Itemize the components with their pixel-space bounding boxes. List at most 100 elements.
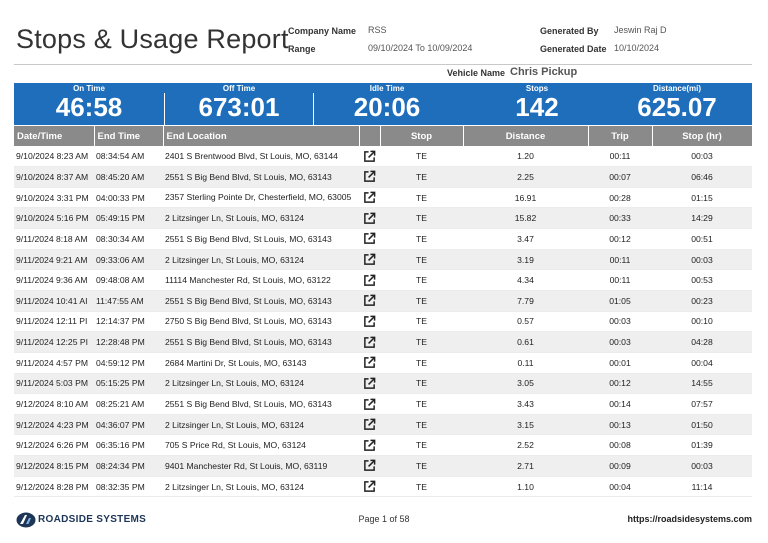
stat-stops: Stops 142: [462, 83, 612, 125]
external-link-icon[interactable]: [363, 170, 376, 183]
stat-on-time: On Time 46:58: [14, 83, 164, 125]
stat-divider: [164, 93, 165, 125]
table-row: 9/11/2024 4:57 PM 04:59:12 PM 2684 Martini…: [14, 352, 752, 374]
cell-link: [359, 476, 380, 498]
external-link-icon[interactable]: [363, 253, 376, 266]
external-link-icon[interactable]: [363, 439, 376, 452]
table-row: 9/11/2024 12:25 PI 12:28:48 PM 2551 S Big …: [14, 331, 752, 353]
external-link-icon[interactable]: [363, 191, 376, 204]
cell-stop: TE: [380, 455, 463, 477]
stat-label: Stops: [525, 84, 549, 93]
external-link-icon[interactable]: [363, 480, 376, 493]
cell-end-time: 08:25:21 AM: [94, 393, 163, 415]
cell-distance: 1.10: [463, 476, 588, 498]
cell-link: [359, 269, 380, 291]
range-label: Range: [288, 44, 316, 54]
cell-end-time: 06:35:16 PM: [94, 434, 163, 457]
stat-value: 625.07: [637, 92, 717, 122]
stat-value: 142: [515, 92, 559, 122]
cell-datetime: 9/12/2024 6:26 PM: [14, 434, 94, 457]
table-row: 9/11/2024 9:36 AM 09:48:08 AM 11114 Manche…: [14, 269, 752, 291]
stops-table: Date/Time End Time End Location Stop Dis…: [14, 126, 753, 498]
stat-value: 46:58: [55, 92, 123, 122]
company-label: Company Name: [288, 26, 357, 36]
cell-stop: TE: [380, 434, 463, 457]
cell-stop: TE: [380, 311, 463, 333]
cell-stop-hr: 01:50: [652, 414, 752, 436]
external-link-icon[interactable]: [363, 356, 376, 369]
cell-stop-hr: 04:28: [652, 331, 752, 353]
cell-end-location: 2401 S Brentwood Blvd, St Louis, MO, 631…: [163, 146, 359, 168]
cell-link: [359, 414, 380, 436]
col-header-trip: Trip: [588, 126, 653, 146]
cell-end-time: 04:00:33 PM: [94, 187, 163, 209]
cell-datetime: 9/12/2024 8:10 AM: [14, 393, 94, 415]
cell-end-time: 04:36:07 PM: [94, 414, 163, 436]
cell-trip: 00:14: [588, 393, 652, 415]
cell-datetime: 9/10/2024 5:16 PM: [14, 207, 94, 230]
external-link-icon[interactable]: [363, 212, 376, 225]
cell-end-location: 2 Litzsinger Ln, St Louis, MO, 63124: [163, 414, 359, 436]
cell-stop-hr: 00:53: [652, 269, 752, 291]
cell-stop: TE: [380, 414, 463, 436]
cell-datetime: 9/11/2024 12:25 PI: [14, 331, 94, 353]
cell-end-location: 2 Litzsinger Ln, St Louis, MO, 63124: [163, 476, 359, 498]
cell-end-time: 12:14:37 PM: [94, 311, 163, 333]
external-link-icon[interactable]: [363, 294, 376, 307]
cell-stop: TE: [380, 393, 463, 415]
external-link-icon[interactable]: [363, 459, 376, 472]
cell-stop: TE: [380, 331, 463, 353]
external-link-icon[interactable]: [363, 418, 376, 431]
table-row: 9/11/2024 8:18 AM 08:30:34 AM 2551 S Big B…: [14, 228, 752, 250]
external-link-icon[interactable]: [363, 274, 376, 287]
cell-stop-hr: 14:29: [652, 207, 752, 230]
cell-link: [359, 207, 380, 230]
cell-link: [359, 166, 380, 188]
cell-end-time: 04:59:12 PM: [94, 352, 163, 374]
cell-stop-hr: 01:39: [652, 434, 752, 457]
cell-link: [359, 434, 380, 457]
external-link-icon[interactable]: [363, 336, 376, 349]
stats-bar: On Time 46:58 Off Time 673:01 Idle Time …: [14, 83, 752, 125]
cell-datetime: 9/10/2024 8:37 AM: [14, 166, 94, 188]
cell-link: [359, 290, 380, 312]
external-link-icon[interactable]: [363, 232, 376, 245]
cell-stop: TE: [380, 187, 463, 209]
external-link-icon[interactable]: [363, 315, 376, 328]
cell-datetime: 9/11/2024 5:03 PM: [14, 373, 94, 395]
table-row: 9/11/2024 10:41 AI 11:47:55 AM 2551 S Big …: [14, 290, 752, 312]
cell-datetime: 9/11/2024 8:18 AM: [14, 228, 94, 250]
stat-divider: [313, 93, 314, 125]
cell-trip: 00:03: [588, 311, 652, 333]
cell-end-time: 12:28:48 PM: [94, 331, 163, 353]
cell-end-location: 2 Litzsinger Ln, St Louis, MO, 63124: [163, 373, 359, 395]
cell-distance: 3.15: [463, 414, 588, 436]
cell-link: [359, 228, 380, 250]
stat-label: On Time: [73, 84, 105, 93]
cell-end-location: 2551 S Big Bend Blvd, St Louis, MO, 6314…: [163, 166, 359, 188]
cell-distance: 0.57: [463, 311, 588, 333]
vehicle-value: Chris Pickup: [510, 66, 578, 78]
cell-trip: 00:04: [588, 476, 652, 498]
table-row: 9/10/2024 8:23 AM 08:34:54 AM 2401 S Brent…: [14, 146, 752, 168]
table-row: 9/12/2024 8:28 PM 08:32:35 PM 2 Litzsinger…: [14, 476, 752, 498]
report-title: Stops & Usage Report: [16, 24, 289, 54]
cell-link: [359, 249, 380, 271]
cell-end-time: 05:49:15 PM: [94, 207, 163, 230]
footer-brand: ROADSIDE SYSTEMS: [38, 514, 147, 525]
cell-stop-hr: 00:10: [652, 311, 752, 333]
external-link-icon[interactable]: [363, 398, 376, 411]
cell-stop: TE: [380, 207, 463, 230]
cell-trip: 00:33: [588, 207, 652, 230]
cell-datetime: 9/10/2024 3:31 PM: [14, 187, 94, 209]
cell-stop-hr: 00:51: [652, 228, 752, 250]
generated-by-value: Jeswin Raj D: [614, 25, 667, 35]
footer-url[interactable]: https://roadsidesystems.com: [627, 514, 752, 524]
cell-distance: 3.05: [463, 373, 588, 395]
cell-link: [359, 393, 380, 415]
table-row: 9/10/2024 8:37 AM 08:45:20 AM 2551 S Big B…: [14, 166, 752, 188]
external-link-icon[interactable]: [363, 377, 376, 390]
cell-stop: TE: [380, 373, 463, 395]
cell-distance: 0.61: [463, 331, 588, 353]
external-link-icon[interactable]: [363, 150, 376, 163]
